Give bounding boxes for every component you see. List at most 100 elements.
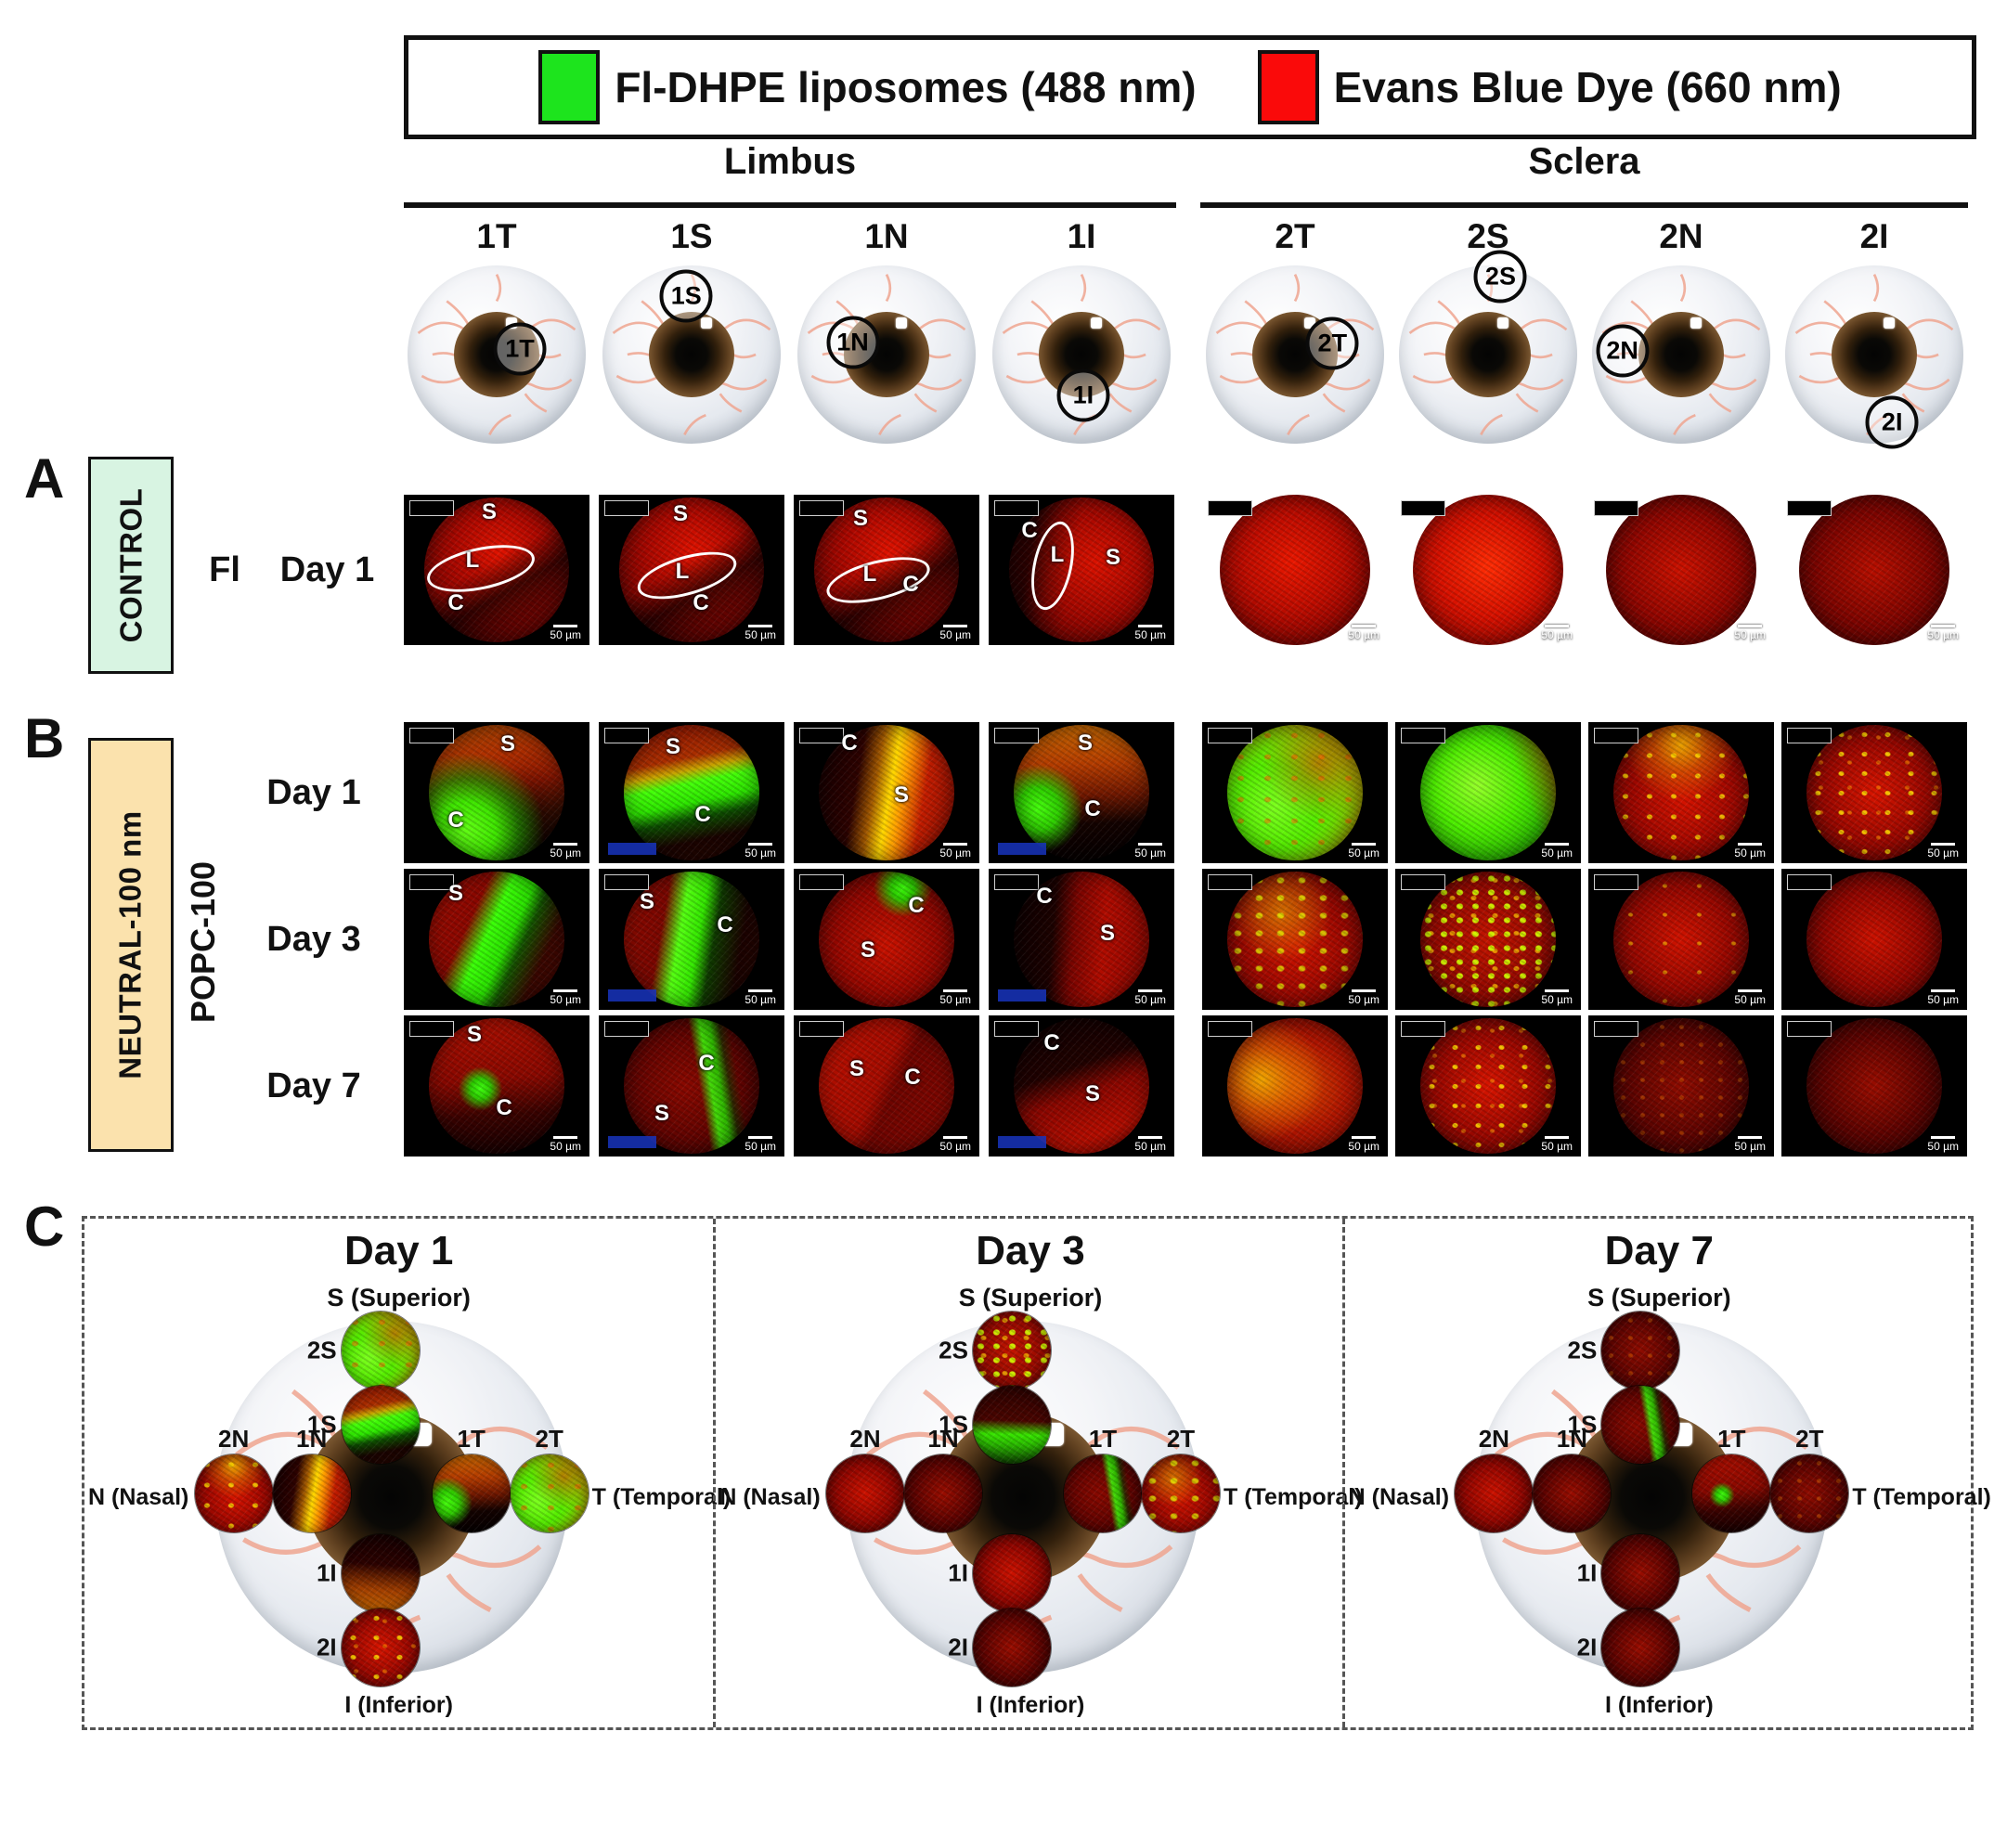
- micrograph-control-day1-2N: 50 µm: [1588, 495, 1774, 645]
- scale-label: 50 µm: [1927, 628, 1959, 641]
- inset-micrograph-1T: [1692, 1454, 1771, 1532]
- annotation-letter: C: [1043, 1030, 1060, 1056]
- inset-micrograph-1I: [341, 1534, 420, 1612]
- micrograph-popc-day2-1I: C S 50 µm: [989, 869, 1174, 1010]
- scale-label: 50 µm: [745, 628, 776, 641]
- eye-diagram-2T: 2T: [1206, 265, 1384, 444]
- fluorescence-image: [1420, 1018, 1556, 1154]
- timestamp-box: [604, 728, 649, 743]
- micrograph-control-day1-1S: S L C 50 µm: [599, 495, 784, 645]
- scale-bar: 50 µm: [1134, 843, 1166, 859]
- inset-position-label: 1S: [306, 1410, 337, 1439]
- fluorescence-image: [1806, 1018, 1942, 1154]
- eye-diagram-2S: 2S: [1399, 250, 1577, 444]
- day-label-b-1: Day 1: [266, 772, 361, 812]
- popc-group-label: POPC-100: [184, 860, 223, 1024]
- inset-2N: 2N: [825, 1425, 904, 1532]
- inset-micrograph-2T: [1770, 1454, 1849, 1532]
- watermark-box: [608, 1136, 656, 1148]
- scale-bar: 50 µm: [1348, 843, 1379, 859]
- scale-label: 50 µm: [1134, 993, 1166, 1006]
- inset-position-label: 2N: [218, 1425, 250, 1453]
- red-swatch: [1257, 50, 1319, 124]
- scale-label: 50 µm: [1927, 846, 1959, 859]
- timestamp-box: [1594, 728, 1638, 743]
- scale-bar: 50 µm: [1734, 989, 1766, 1006]
- c-panel-1: Day 1 S (Superior) N (Nasal) T (Temporal) I …: [84, 1219, 731, 1727]
- legend-label-dye: Evans Blue Dye (660 nm): [1333, 63, 1842, 111]
- inset-micrograph-2S: [1601, 1312, 1680, 1389]
- fluorescence-image: [819, 872, 954, 1007]
- day-label-b-3: Day 7: [266, 1066, 361, 1105]
- inset-micrograph-2T: [1141, 1454, 1220, 1532]
- scale-bar: 50 µm: [1134, 1136, 1166, 1153]
- fluorescence-image: [1613, 725, 1749, 860]
- scale-line: [1931, 625, 1956, 627]
- micrograph-popc-day1-1I: S C 50 µm: [989, 722, 1174, 863]
- eye-diagram-1I: 1I: [992, 265, 1171, 444]
- micrograph-popc-day3-2N: 50 µm: [1588, 1015, 1774, 1157]
- fluorescence-image: [1227, 725, 1363, 860]
- position-marker-2I: 2I: [1865, 395, 1919, 449]
- superior-label: S (Superior): [958, 1284, 1103, 1312]
- scale-bar: 50 µm: [1541, 843, 1573, 859]
- inset-micrograph-1S: [341, 1386, 420, 1464]
- eye-highlight: [1090, 317, 1103, 330]
- micrograph-popc-day2-2T: 50 µm: [1202, 869, 1388, 1010]
- timestamp-box: [799, 500, 844, 516]
- micrograph-popc-day1-1N: C S 50 µm: [794, 722, 979, 863]
- eye-diagram-1S: 1S: [602, 265, 781, 444]
- inset-position-label: 2S: [306, 1336, 337, 1364]
- inset-1S: 1S: [939, 1386, 1051, 1464]
- inset-2T: 2T: [1141, 1425, 1220, 1532]
- c-panel-3: Day 7 S (Superior) N (Nasal) T (Temporal) I …: [1341, 1219, 1991, 1727]
- green-swatch: [538, 50, 601, 124]
- c-panel-title: Day 3: [976, 1228, 1085, 1273]
- annotation-letter: S: [852, 505, 869, 531]
- scale-line: [1738, 625, 1763, 627]
- c-panel-2: Day 3 S (Superior) N (Nasal) T (Temporal) I …: [713, 1219, 1363, 1727]
- timestamp-box: [994, 874, 1039, 890]
- scale-line: [553, 1136, 578, 1139]
- timestamp-box: [1594, 1021, 1638, 1037]
- fluorescence-image: [1014, 725, 1149, 860]
- scale-bar: 50 µm: [745, 1136, 776, 1153]
- inset-1T: 1T: [1692, 1425, 1771, 1532]
- inset-position-label: 1S: [939, 1410, 968, 1439]
- scale-line: [553, 625, 578, 627]
- superior-label: S (Superior): [327, 1284, 471, 1312]
- position-marker-label: 2I: [1881, 407, 1903, 436]
- scale-label: 50 µm: [1541, 628, 1573, 641]
- timestamp-box: [1787, 1021, 1832, 1037]
- inset-position-label: 2I: [316, 1633, 337, 1661]
- timestamp-box: [1401, 728, 1445, 743]
- annotation-letter: L: [1050, 541, 1065, 567]
- inset-micrograph-1S: [1601, 1386, 1680, 1464]
- fluorescence-image: [1806, 872, 1942, 1007]
- inset-position-label: 2N: [1478, 1425, 1509, 1453]
- inset-position-label: 2T: [1166, 1425, 1196, 1453]
- timestamp-box: [1401, 500, 1445, 516]
- scale-label: 50 µm: [1734, 993, 1766, 1006]
- fluorescence-image: [1227, 1018, 1363, 1154]
- position-marker-2N: 2N: [1596, 324, 1650, 378]
- column-label-1I: 1I: [1067, 217, 1096, 255]
- watermark-box: [998, 843, 1046, 855]
- inset-micrograph-2T: [510, 1454, 589, 1532]
- inset-1T: 1T: [1063, 1425, 1142, 1532]
- annotation-letter: L: [675, 558, 690, 584]
- inset-2I: 2I: [948, 1609, 1051, 1686]
- scale-line: [943, 1136, 968, 1139]
- scale-label: 50 µm: [939, 846, 971, 859]
- micrograph-popc-day2-1T: S 50 µm: [404, 869, 589, 1010]
- inset-micrograph-2S: [341, 1312, 420, 1389]
- position-marker-label: 1S: [670, 281, 702, 310]
- scale-label: 50 µm: [745, 993, 776, 1006]
- scale-line: [1545, 989, 1570, 992]
- position-marker-label: 2N: [1606, 336, 1638, 365]
- day-label-b-2: Day 3: [266, 919, 361, 959]
- inset-micrograph-1T: [1063, 1454, 1142, 1532]
- fluorescence-image: [819, 725, 954, 860]
- fluorescence-image: [1014, 1018, 1149, 1154]
- micrograph-popc-day3-2T: 50 µm: [1202, 1015, 1388, 1157]
